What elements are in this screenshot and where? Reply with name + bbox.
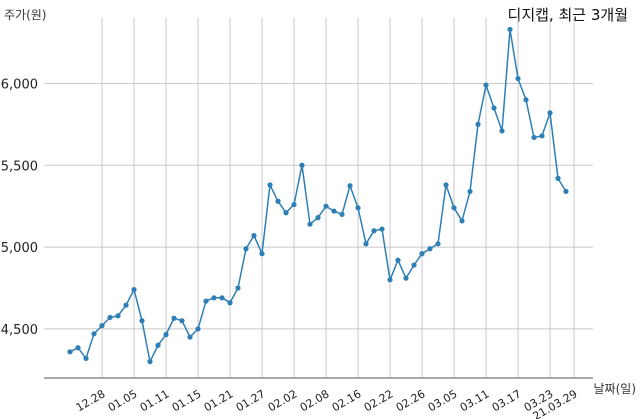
data-point xyxy=(139,318,145,324)
data-point xyxy=(403,275,409,281)
x-axis-label: 날짜(일) xyxy=(593,382,636,396)
data-point xyxy=(411,262,417,268)
data-point xyxy=(75,345,81,351)
x-tick-label: 02.26 xyxy=(394,387,428,414)
data-point xyxy=(291,201,297,208)
data-point xyxy=(227,300,233,306)
data-point xyxy=(331,208,337,214)
data-point xyxy=(67,349,73,355)
x-tick-label: 01.11 xyxy=(138,387,172,414)
data-point xyxy=(355,205,361,211)
chart-title: 디지캡, 최근 3개월 xyxy=(507,6,628,24)
data-point xyxy=(371,228,377,234)
data-point xyxy=(363,241,369,247)
data-point xyxy=(131,287,137,293)
data-point xyxy=(91,331,97,337)
data-point xyxy=(555,175,561,181)
y-tick-label: 6,000 xyxy=(1,77,38,92)
data-point xyxy=(387,277,393,283)
data-point xyxy=(395,257,401,263)
data-point xyxy=(323,203,329,209)
data-point xyxy=(547,110,553,116)
x-tick-label: 03.05 xyxy=(426,387,460,414)
data-point xyxy=(339,211,345,217)
x-tick-label: 03.17 xyxy=(490,387,524,414)
data-point xyxy=(107,314,113,321)
data-point xyxy=(515,75,521,82)
data-point xyxy=(531,134,537,141)
data-point xyxy=(203,298,209,304)
data-point xyxy=(147,359,153,365)
data-point xyxy=(123,302,129,308)
x-tick-label: 02.16 xyxy=(330,387,364,414)
y-tick-label: 4,500 xyxy=(1,323,38,338)
data-point xyxy=(251,233,257,239)
data-point xyxy=(163,332,169,338)
data-point xyxy=(507,26,513,33)
data-point xyxy=(491,105,497,111)
data-point xyxy=(235,285,241,291)
x-tick-label: 02.22 xyxy=(362,387,396,414)
data-point xyxy=(379,226,385,232)
x-tick-label: 12.28 xyxy=(74,387,108,414)
y-axis-label: 주가(원) xyxy=(4,8,47,22)
data-point xyxy=(539,133,545,139)
x-tick-label: 02.02 xyxy=(266,387,300,414)
data-point xyxy=(275,198,281,204)
data-point xyxy=(451,205,457,211)
price-line xyxy=(69,29,567,364)
data-point xyxy=(347,183,353,189)
data-point xyxy=(435,241,441,247)
data-point xyxy=(459,218,465,224)
data-point xyxy=(219,295,225,301)
data-point xyxy=(99,323,105,329)
x-tick-label: 01.15 xyxy=(170,387,204,414)
data-point xyxy=(259,251,265,257)
data-point xyxy=(427,246,433,252)
data-point xyxy=(307,221,313,227)
y-tick-label: 5,500 xyxy=(1,159,38,174)
data-point xyxy=(283,210,289,216)
x-tick-label: 02.08 xyxy=(298,387,332,414)
x-tick-label: 01.27 xyxy=(234,387,268,414)
data-point xyxy=(211,295,217,301)
y-tick-label: 5,000 xyxy=(1,241,38,256)
data-point xyxy=(523,97,529,103)
data-point xyxy=(443,182,449,188)
data-point xyxy=(171,315,177,321)
data-point xyxy=(475,121,481,127)
data-point xyxy=(499,128,505,134)
data-point xyxy=(83,355,89,361)
data-point xyxy=(115,313,121,319)
data-point xyxy=(467,188,473,195)
data-point xyxy=(483,82,489,88)
data-point xyxy=(179,318,185,324)
data-point xyxy=(315,215,321,221)
data-point xyxy=(419,251,425,257)
x-tick-label: 03.11 xyxy=(458,387,492,414)
data-point xyxy=(299,162,305,168)
data-point xyxy=(243,246,249,252)
x-tick-label: 01.05 xyxy=(106,387,140,414)
data-point xyxy=(155,342,161,348)
data-point xyxy=(563,188,569,195)
x-tick-label: 01.21 xyxy=(202,387,236,414)
data-point xyxy=(267,182,273,188)
data-point xyxy=(187,334,193,340)
data-point xyxy=(195,326,201,332)
